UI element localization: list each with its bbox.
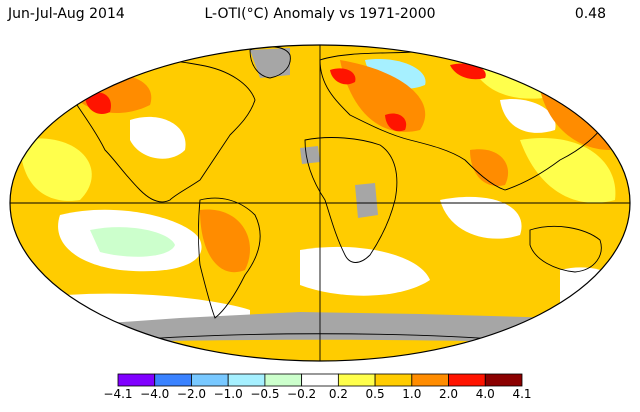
colorbar [117, 373, 523, 387]
east-pacific-light-warm [20, 138, 92, 201]
scandinavia-hot [330, 68, 356, 85]
colorbar-swatch [264, 373, 303, 387]
north-america-outline [59, 59, 256, 203]
colorbar-swatch [227, 373, 266, 387]
africa-missing-data [355, 183, 378, 218]
south-atlantic-neutral [300, 246, 430, 296]
colorbar-tick-label: 2.0 [438, 387, 459, 401]
colorbar-tick-label: −0.2 [287, 387, 317, 401]
colorbar-tick-label: −0.5 [250, 387, 280, 401]
sahara-missing-data [300, 146, 320, 164]
south-america-warm [200, 209, 250, 273]
colorbar-tick-label: 1.0 [402, 387, 422, 401]
arctic-siberia-hot [450, 63, 486, 80]
colorbar-swatch [154, 373, 192, 387]
colorbar-tick-label: −4.1 [103, 387, 133, 401]
colorbar-tick-label: −4.0 [140, 387, 170, 401]
colorbar-swatch [374, 373, 413, 387]
indian-ocean-neutral [440, 196, 522, 239]
colorbar-tick-label: −1.0 [213, 387, 243, 401]
africa-outline [304, 137, 398, 263]
north-america-neutral [130, 116, 186, 159]
map-frame [9, 44, 631, 362]
colorbar-swatch [337, 373, 376, 387]
south-america-outline [198, 197, 261, 319]
map-title: L-OTI(°C) Anomaly vs 1971-2000 [204, 6, 436, 22]
middle-east-hot [385, 113, 407, 132]
west-pacific-light-warm [520, 138, 616, 203]
europe-warm [340, 60, 426, 132]
colorbar-tick-label: 4.1 [512, 387, 532, 401]
colorbar-tick-label: −2.0 [176, 387, 207, 401]
pacific-cool-patch [90, 227, 175, 257]
colorbar-swatch [301, 373, 339, 387]
colorbar-swatch [191, 373, 229, 387]
colorbar-tick-label: 0.2 [328, 387, 348, 401]
colorbar-swatch [448, 373, 486, 387]
india-warm [470, 149, 509, 186]
period-label: Jun-Jul-Aug 2014 [8, 6, 125, 22]
south-pacific-neutral [560, 267, 630, 305]
australia-outline [529, 225, 602, 273]
global-mean-value: 0.48 [574, 6, 606, 22]
colorbar-swatch [484, 373, 523, 387]
northeast-pacific-hot [85, 92, 111, 115]
greenland-missing-data [250, 48, 290, 78]
colorbar-tick-label: 4.0 [475, 387, 495, 401]
colorbar-tick-label: 0.5 [365, 387, 385, 401]
colorbar-swatch [117, 373, 156, 387]
siberia-neutral [500, 99, 556, 133]
colorbar-swatch [411, 373, 449, 387]
